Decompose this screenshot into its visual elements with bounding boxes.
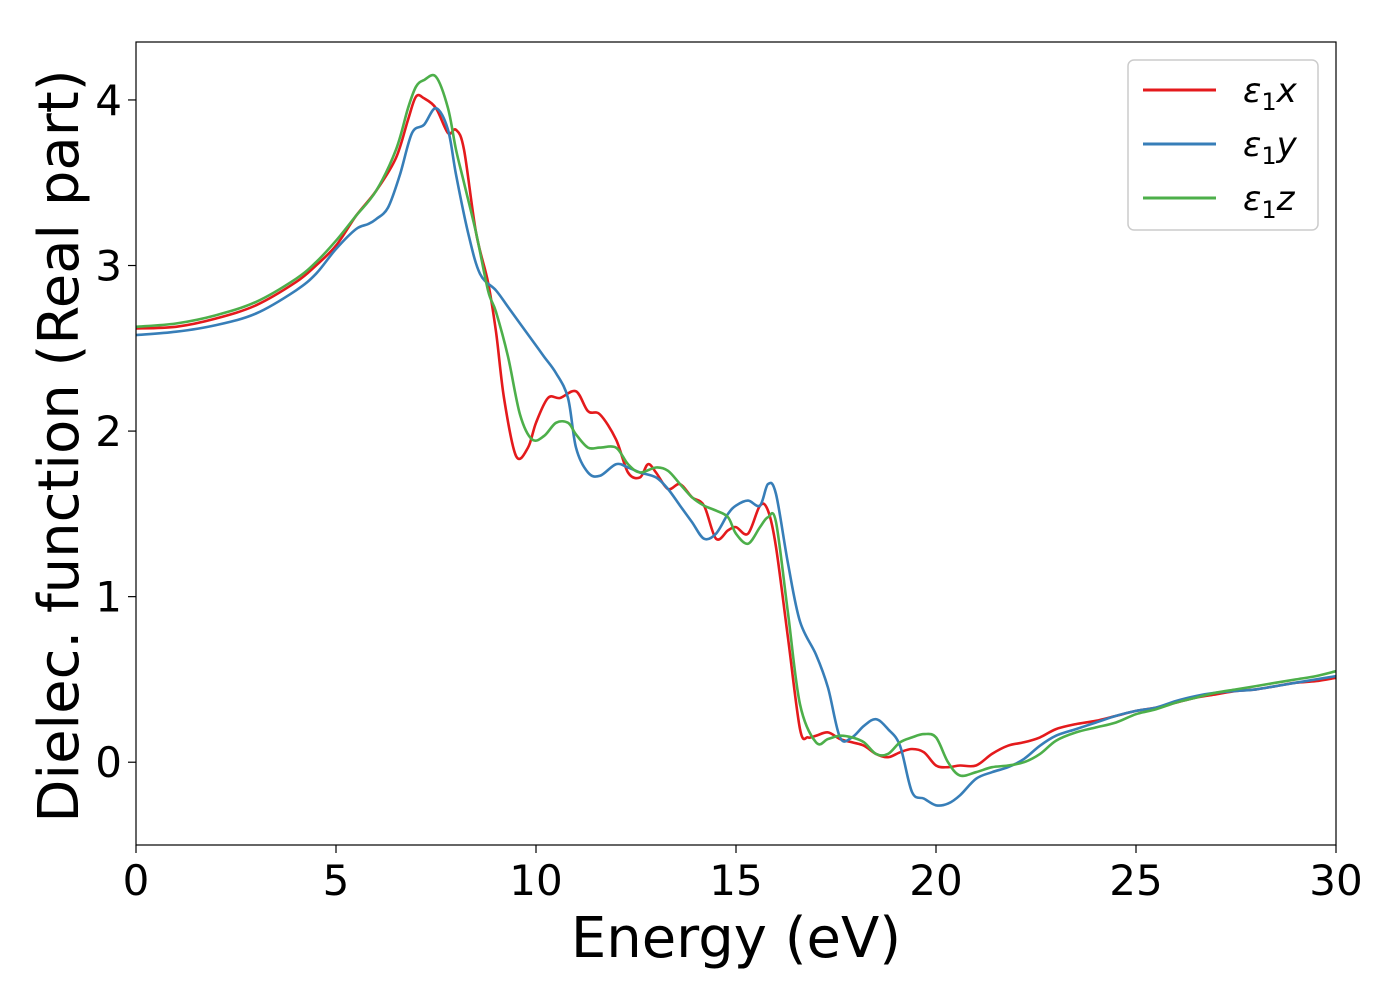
x-tick-label: 10 xyxy=(509,856,562,905)
x-tick-label: 25 xyxy=(1109,856,1162,905)
legend-label: ε1z xyxy=(1243,179,1296,224)
x-axis-title: Energy (eV) xyxy=(571,906,901,971)
series-line-ε1x xyxy=(135,93,1337,769)
legend-label: ε1x xyxy=(1243,71,1298,116)
y-tick-label: 4 xyxy=(95,76,122,125)
plot-lines xyxy=(135,73,1337,807)
series-line-ε1y xyxy=(135,106,1337,807)
x-tick-label: 30 xyxy=(1309,856,1362,905)
series-line-ε1z xyxy=(135,73,1337,778)
legend: ε1x ε1y ε1z xyxy=(1127,59,1319,231)
x-axis-ticks: 0 5 10 15 20 25 30 xyxy=(123,845,1363,905)
y-tick-label: 3 xyxy=(95,242,122,291)
y-tick-label: 0 xyxy=(95,738,122,787)
x-tick-label: 15 xyxy=(709,856,762,905)
x-tick-label: 20 xyxy=(909,856,962,905)
y-tick-label: 1 xyxy=(95,573,122,622)
x-tick-label: 5 xyxy=(323,856,350,905)
y-axis-ticks: 0 1 2 3 4 xyxy=(95,76,136,787)
y-tick-label: 2 xyxy=(95,407,122,456)
x-tick-label: 0 xyxy=(123,856,150,905)
legend-box xyxy=(1127,59,1319,231)
legend-label: ε1y xyxy=(1243,125,1298,170)
y-axis-title: Dielec. function (Real part) xyxy=(27,69,92,822)
